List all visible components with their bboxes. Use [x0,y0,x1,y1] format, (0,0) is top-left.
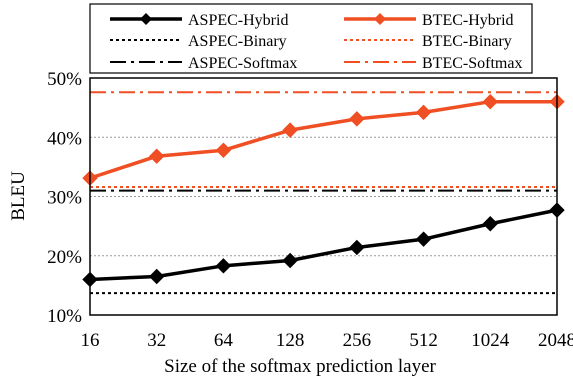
x-axis-tick-labels: 16 32 64 128 256 512 1024 2048 [81,330,573,351]
data-point-aspec-hybrid-128 [282,252,298,269]
data-point-btec-hybrid-512 [415,104,432,121]
data-point-btec-hybrid-1024 [482,93,498,110]
data-point-aspec-hybrid-256 [349,239,365,256]
data-point-btec-hybrid-256 [349,111,365,127]
data-point-btec-hybrid-128 [282,122,298,138]
legend: ASPEC-Hybrid BTEC-Hybrid ASPEC-Binary BTEC-… [89,3,533,74]
legend-label-aspec-softmax: ASPEC-Softmax [188,55,297,72]
legend-label-btec-softmax: BTEC-Softmax [422,55,522,72]
data-point-aspec-hybrid-1024 [482,216,498,232]
y-tick-label-20-: 20% [47,247,82,268]
legend-entry-btec-hybrid: BTEC-Hybrid [344,12,514,29]
x-tick-label-2048: 2048 [538,330,573,351]
plot-area-frame [89,77,558,316]
x-tick-label-256: 256 [343,330,372,351]
data-point-aspec-hybrid-512 [415,231,432,247]
data-point-btec-hybrid-32 [149,148,165,164]
y-axis-title: BLEU [8,171,29,221]
x-tick-label-1024: 1024 [471,330,510,351]
x-tick-label-64: 64 [214,330,234,351]
y-tick-label-50-: 50% [47,69,82,90]
legend-label-aspec-binary: ASPEC-Binary [188,33,287,50]
legend-entry-aspec-softmax: ASPEC-Softmax [110,55,297,72]
legend-label-aspec-hybrid: ASPEC-Hybrid [188,12,288,29]
legend-entry-aspec-binary: ASPEC-Binary [110,33,287,50]
data-point-aspec-hybrid-64 [215,258,232,274]
y-tick-label-30-: 30% [47,188,82,209]
series-line-btec-hybrid [89,99,557,180]
legend-entry-aspec-hybrid: ASPEC-Hybrid [110,12,288,29]
series-line-aspec-hybrid [89,208,558,282]
data-point-btec-hybrid-64 [215,142,232,158]
legend-label-btec-binary: BTEC-Binary [422,33,512,50]
y-axis-tick-labels: 10% 20% 30% 40% 50% [47,69,82,327]
series-aspec-hybrid [82,202,565,288]
x-axis-title: Size of the softmax prediction layer [164,356,436,377]
y-tick-label-40-: 40% [47,128,82,149]
legend-marker-aspec-hybrid [140,13,152,25]
x-tick-label-128: 128 [276,330,305,351]
legend-entry-btec-binary: BTEC-Binary [344,33,512,50]
x-tick-label-32: 32 [147,330,166,351]
legend-box [89,3,533,74]
x-tick-label-16: 16 [81,330,100,351]
series-btec-hybrid [82,93,565,186]
x-tick-label-512: 512 [409,330,438,351]
data-point-aspec-hybrid-32 [149,268,165,285]
series-lines [82,91,565,295]
y-tick-label-10-: 10% [47,306,82,327]
legend-marker-btec-hybrid [374,13,386,25]
legend-entry-btec-softmax: BTEC-Softmax [344,55,522,72]
legend-label-btec-hybrid: BTEC-Hybrid [422,12,514,29]
